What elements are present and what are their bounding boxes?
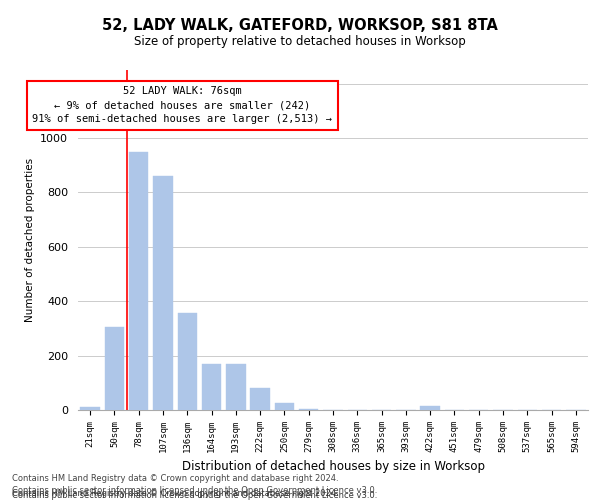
Y-axis label: Number of detached properties: Number of detached properties (25, 158, 35, 322)
Bar (202, 364, 221, 410)
Text: Contains public sector information licensed under the Open Government Licence v3: Contains public sector information licen… (12, 491, 377, 500)
Bar (226, 364, 245, 410)
Bar (250, 388, 270, 410)
Bar (275, 403, 294, 410)
Bar (299, 408, 319, 410)
Text: 52, LADY WALK, GATEFORD, WORKSOP, S81 8TA: 52, LADY WALK, GATEFORD, WORKSOP, S81 8T… (102, 18, 498, 32)
Text: Contains HM Land Registry data © Crown copyright and database right 2024.: Contains HM Land Registry data © Crown c… (12, 488, 338, 498)
Bar (153, 176, 173, 410)
Bar (80, 408, 100, 410)
Bar (178, 314, 197, 410)
Text: 52 LADY WALK: 76sqm
← 9% of detached houses are smaller (242)
91% of semi-detach: 52 LADY WALK: 76sqm ← 9% of detached hou… (32, 86, 332, 124)
Text: Contains HM Land Registry data © Crown copyright and database right 2024.
Contai: Contains HM Land Registry data © Crown c… (12, 474, 377, 495)
X-axis label: Distribution of detached houses by size in Worksop: Distribution of detached houses by size … (182, 460, 485, 473)
Bar (421, 406, 440, 410)
Bar (129, 152, 148, 410)
Text: Size of property relative to detached houses in Worksop: Size of property relative to detached ho… (134, 35, 466, 48)
Bar (105, 327, 124, 410)
